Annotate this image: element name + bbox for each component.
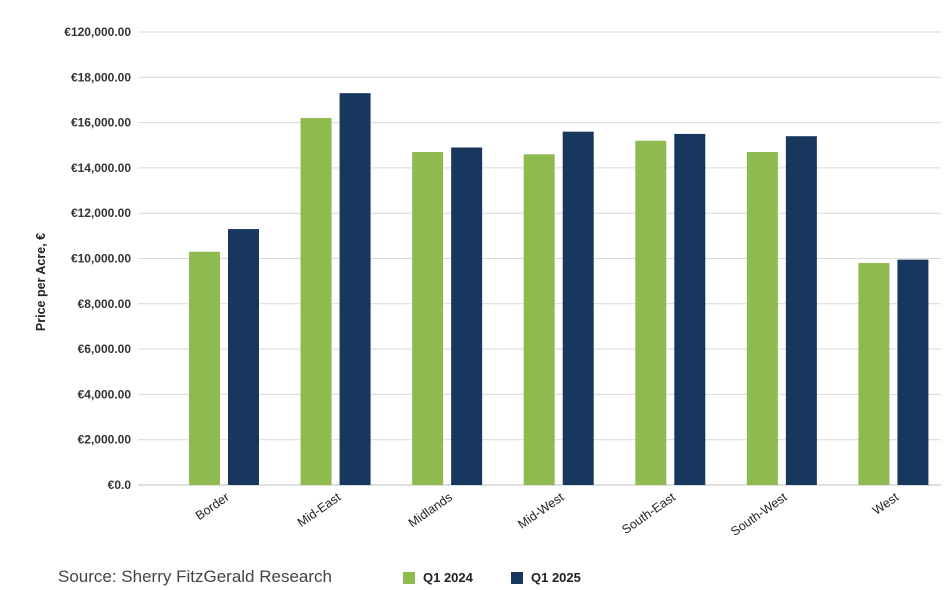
bar-border-q1-2025 [228,229,259,485]
legend-item-q1-2024: Q1 2024 [403,570,473,585]
x-category-label: South-East [619,490,678,537]
y-tick-label: €6,000.00 [78,342,132,356]
x-category-label: Mid-West [515,490,567,532]
legend-label-q1-2025: Q1 2025 [531,570,581,585]
x-category-label: Border [193,490,232,523]
y-axis-label: Price per Acre, € [34,233,48,331]
bar-mid-west-q1-2024 [523,154,555,485]
x-category-label: West [870,490,902,518]
legend-item-q1-2025: Q1 2025 [511,570,581,585]
y-tick-label: €4,000.00 [78,387,132,401]
bar-border-q1-2024 [189,251,220,485]
bar-west-q1-2024 [858,263,890,485]
y-tick-label: €12,000.00 [71,206,131,220]
x-category-label: South-West [728,490,790,539]
source-note: Source: Sherry FitzGerald Research [58,567,332,586]
y-tick-label: €10,000.00 [71,252,131,266]
bar-midlands-q1-2024 [412,152,444,486]
bar-south-west-q1-2024 [746,152,778,486]
y-tick-label: €120,000.00 [64,25,131,39]
x-category-label: Midlands [406,490,455,530]
bar-west-q1-2025 [897,259,929,485]
bar-south-west-q1-2025 [785,136,817,485]
legend-label-q1-2024: Q1 2024 [423,570,473,585]
y-tick-label: €8,000.00 [78,297,132,311]
x-axis-categories: Border Mid-East Midlands Mid-West South-East… [193,490,902,539]
y-tick-label: €18,000.00 [71,70,131,84]
bar-mid-east-q1-2024 [300,118,332,485]
bar-south-east-q1-2025 [674,133,706,486]
y-tick-label: €16,000.00 [71,116,131,130]
bar-south-east-q1-2024 [635,140,667,485]
y-tick-label: €0.0 [108,478,132,492]
y-tick-label: €14,000.00 [71,161,131,175]
bar-mid-east-q1-2025 [339,93,371,485]
legend-swatch-q1-2025 [511,571,523,584]
bar-mid-west-q1-2025 [562,131,594,485]
y-tick-label: €2,000.00 [78,433,132,447]
bar-midlands-q1-2025 [451,147,483,485]
y-axis-ticks: €0.0 €2,000.00 €4,000.00 €6,000.00 €8,000.00… [64,25,131,492]
legend-swatch-q1-2024 [403,571,415,584]
bars [189,93,929,486]
x-category-label: Mid-East [295,490,344,530]
